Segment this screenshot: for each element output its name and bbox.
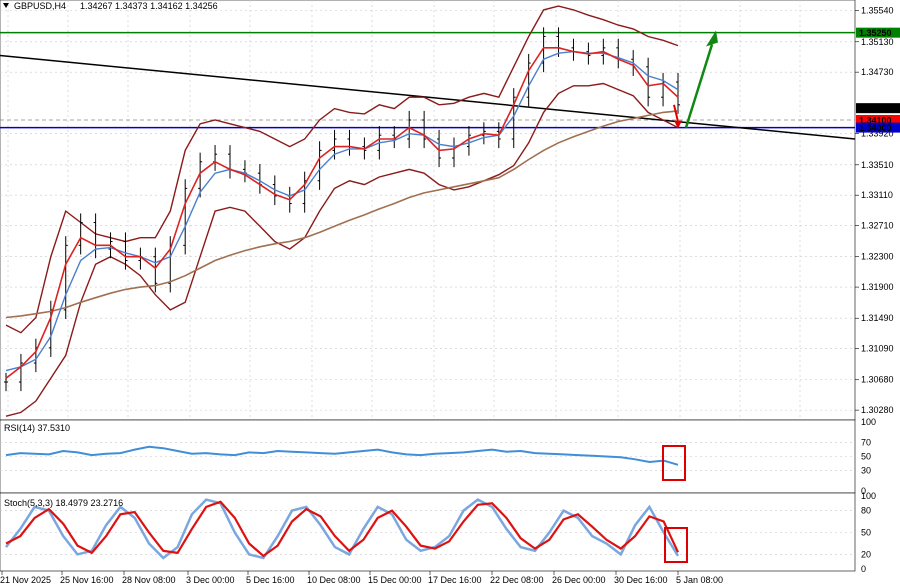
rsi-tick-label: 100 <box>861 417 876 427</box>
time-axis: 21 Nov 2025 25 Nov 16:00 28 Nov 08:00 3 Dec… <box>0 571 723 585</box>
level-label-support-b: 1.34000 <box>859 123 892 133</box>
price-tick-label: 1.33110 <box>861 190 893 200</box>
level-label-box <box>856 27 900 38</box>
projection-arrows <box>673 30 718 129</box>
stoch-title: Stoch(5,3,3) 18.4979 23.2716 <box>4 498 123 508</box>
collapse-arrow-icon[interactable] <box>3 3 9 8</box>
price-tick-label: 1.33920 <box>861 129 894 139</box>
price-tick-label: 1.32710 <box>861 221 894 231</box>
price-tick-label: 1.35540 <box>861 6 894 16</box>
price-grid <box>0 0 855 420</box>
price-tick-label: 1.32300 <box>861 252 894 262</box>
price-tick-label: 1.30280 <box>861 405 894 415</box>
rsi-axis: 100 70 50 30 0 <box>861 417 876 496</box>
time-label: 25 Nov 16:00 <box>60 575 114 585</box>
stoch-tick-label: 50 <box>861 528 871 538</box>
bollinger-lower <box>5 82 679 417</box>
ma-slow <box>5 110 679 319</box>
stoch-pane <box>0 492 856 572</box>
level-label-box <box>856 115 900 125</box>
rsi-tick-label: 50 <box>861 452 871 462</box>
rsi-tick-label: 0 <box>861 486 866 496</box>
bollinger-upper <box>5 5 679 334</box>
time-label: 26 Dec 00:00 <box>552 575 606 585</box>
ma-fast <box>5 46 679 379</box>
rsi-pane <box>0 419 856 494</box>
up-arrow-icon <box>706 30 718 47</box>
ohlc-readout: 1.34267 1.34373 1.34162 1.34256 <box>80 1 218 11</box>
stoch-tick-label: 20 <box>861 549 871 559</box>
price-tick-label: 1.33510 <box>861 160 894 170</box>
rsi-tick-label: 70 <box>861 438 871 448</box>
level-label-support-a: 1.34100 <box>859 116 892 126</box>
level-label-current: 1.34256 <box>859 104 892 114</box>
price-tick-label: 1.31490 <box>861 313 894 323</box>
stoch-highlight-box <box>664 527 688 563</box>
stoch-tick-label: 0 <box>861 564 866 574</box>
time-label: 5 Dec 16:00 <box>246 575 295 585</box>
down-arrow-shaft <box>673 104 679 122</box>
stoch-tick-label: 100 <box>861 491 876 501</box>
price-axis: 1.35540 1.35130 1.34730 1.33920 1.33510 1.331… <box>855 6 900 415</box>
rsi-series <box>5 445 679 466</box>
time-label: 22 Dec 08:00 <box>490 575 544 585</box>
down-arrow-icon <box>674 120 682 129</box>
level-label-resistance: 1.35250 <box>859 28 892 38</box>
time-label: 21 Nov 2025 <box>0 575 51 585</box>
stoch-tick-label: 80 <box>861 506 871 516</box>
symbol-title: GBPUSD,H4 <box>14 1 66 11</box>
price-tick-label: 1.34730 <box>861 67 894 77</box>
price-tick-label: 1.31900 <box>861 282 894 292</box>
time-label: 15 Dec 00:00 <box>368 575 422 585</box>
bollinger-bands <box>5 5 679 417</box>
time-label: 28 Nov 08:00 <box>122 575 176 585</box>
time-label: 17 Dec 16:00 <box>428 575 482 585</box>
stoch-axis: 100 80 50 20 0 <box>861 491 876 574</box>
price-tick-label: 1.31090 <box>861 344 894 354</box>
up-arrow-shaft <box>684 44 714 128</box>
time-label: 30 Dec 16:00 <box>614 575 668 585</box>
rsi-line <box>5 445 679 466</box>
stoch-lines <box>5 498 680 560</box>
rsi-highlight-box <box>662 445 686 481</box>
price-tick-label: 1.30680 <box>861 375 894 385</box>
price-levels <box>0 31 856 140</box>
stoch-main-line <box>5 498 680 560</box>
rsi-tick-label: 30 <box>861 465 871 475</box>
time-label: 10 Dec 08:00 <box>307 575 361 585</box>
price-tick-label: 1.35130 <box>861 37 894 47</box>
stoch-signal-line <box>5 500 679 558</box>
level-label-box <box>856 103 900 114</box>
level-label-box <box>856 122 900 133</box>
trendline <box>0 54 856 140</box>
time-label: 5 Jan 08:00 <box>676 575 723 585</box>
time-label: 3 Dec 00:00 <box>186 575 235 585</box>
moving-averages <box>5 46 679 379</box>
rsi-title: RSI(14) 37.5310 <box>4 423 70 433</box>
